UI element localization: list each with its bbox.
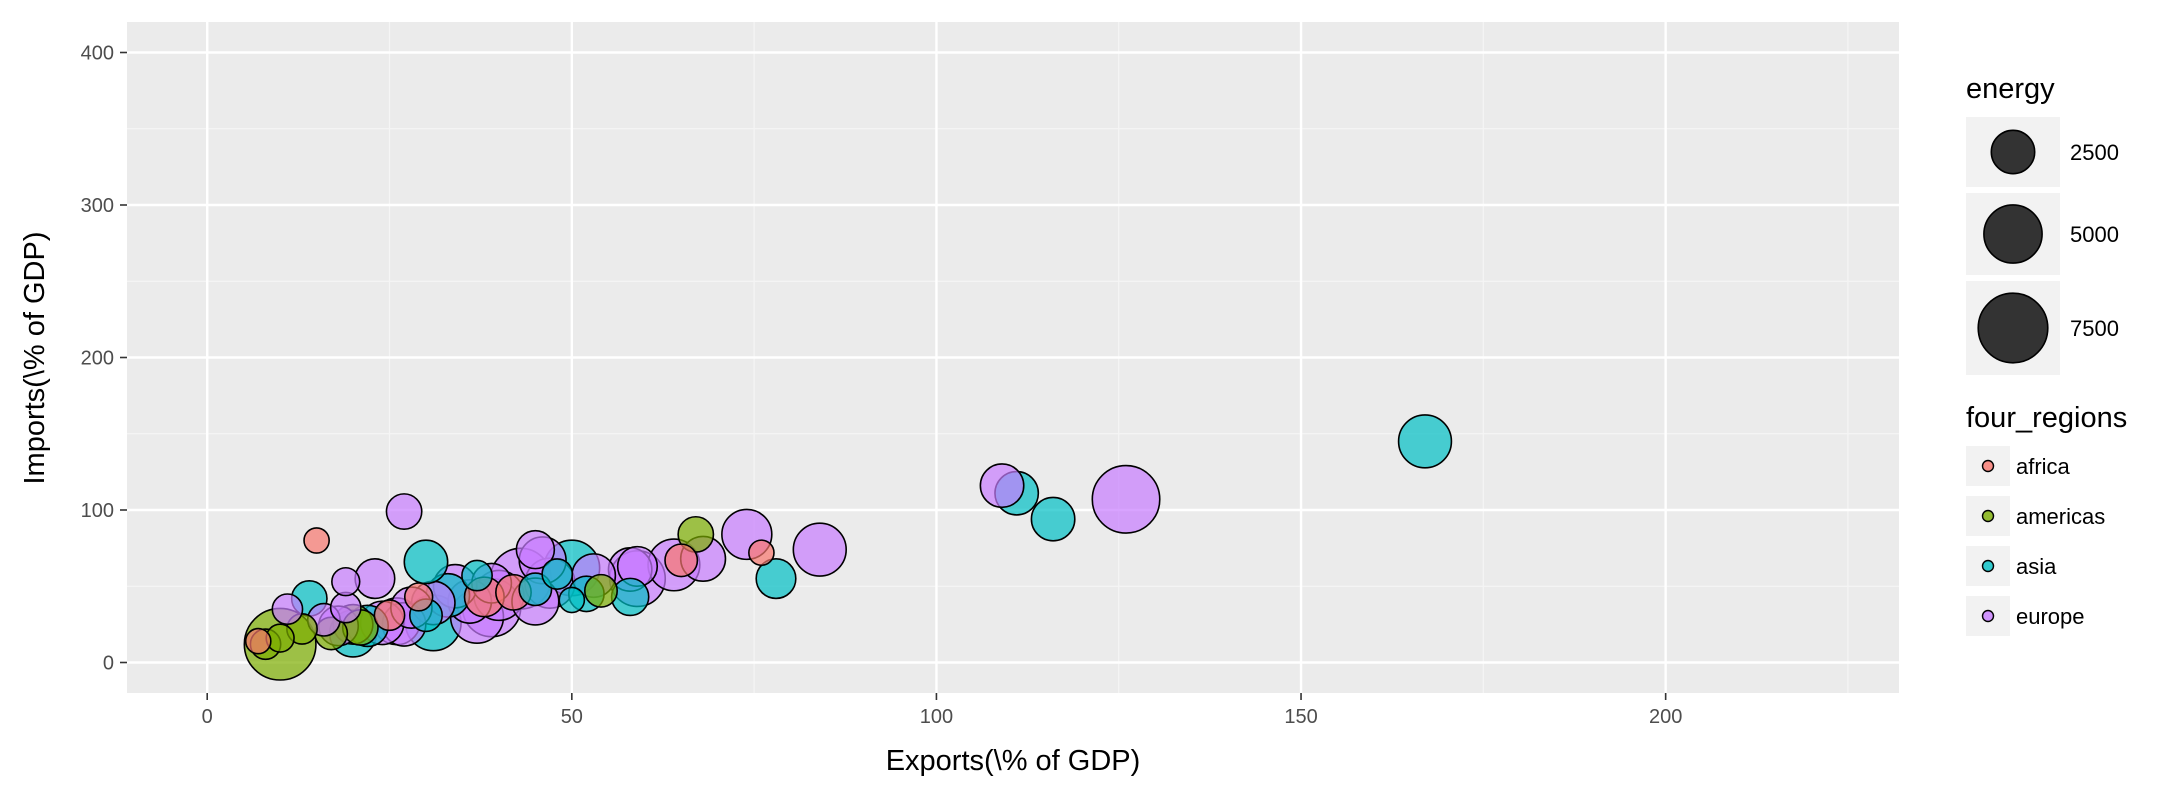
color-legend-label: americas [2016, 504, 2105, 529]
data-point-asia [558, 586, 586, 614]
size-legend-label: 5000 [2070, 222, 2119, 247]
color-legend: four_regions africa americas asia europe [1966, 402, 2127, 636]
size-legend-label: 2500 [2070, 140, 2119, 165]
data-point-europe [979, 463, 1025, 509]
y-tick-label: 200 [81, 348, 114, 370]
data-points [243, 414, 1453, 681]
color-legend-label: asia [2016, 554, 2057, 579]
data-point-asia [1030, 496, 1076, 542]
x-tick-label: 200 [1649, 706, 1682, 728]
data-point-europe [792, 522, 847, 577]
data-point-africa [664, 543, 699, 578]
color-legend-label: africa [2016, 454, 2071, 479]
data-point-asia [610, 577, 650, 617]
data-point-europe [331, 566, 361, 597]
data-point-europe [329, 591, 362, 624]
size-legend-label: 7500 [2070, 316, 2119, 341]
data-point-africa [303, 527, 330, 554]
x-tick-label: 0 [202, 706, 213, 728]
data-point-europe [385, 493, 423, 530]
size-legend-circle [1983, 204, 2043, 264]
data-point-asia [755, 558, 797, 600]
color-legend-label: europe [2016, 604, 2085, 629]
size-legend-circle [1990, 129, 2036, 175]
size-legend-circle [1977, 292, 2049, 364]
data-point-europe [515, 529, 556, 570]
color-legend-swatch [1981, 509, 1995, 523]
data-point-asia [541, 558, 574, 590]
data-point-africa [748, 539, 775, 567]
data-point-europe [354, 558, 396, 600]
x-tick-label: 100 [920, 706, 953, 728]
y-tick-label: 0 [103, 653, 114, 675]
size-legend-title: energy [1966, 73, 2055, 105]
y-tick-label: 300 [81, 195, 114, 217]
x-axis-title: Exports(\% of GDP) [886, 745, 1141, 777]
color-legend-swatch [1981, 609, 1995, 623]
size-legend: energy 2500 5000 7500 [1966, 73, 2119, 375]
data-point-africa [403, 582, 434, 612]
y-tick-label: 100 [81, 500, 114, 522]
color-legend-title: four_regions [1966, 402, 2127, 434]
data-point-europe [1091, 464, 1161, 534]
x-tick-label: 150 [1284, 706, 1317, 728]
data-point-africa [244, 627, 272, 655]
data-point-europe [271, 593, 304, 626]
x-tick-label: 50 [561, 706, 583, 728]
data-point-africa [373, 599, 406, 632]
data-point-asia [1397, 414, 1453, 469]
color-legend-swatch [1981, 459, 1995, 473]
axes: 0 50 100 150 200 0 100 200 300 400 [81, 43, 1683, 729]
data-point-asia [403, 539, 449, 585]
data-point-americas [583, 573, 618, 608]
y-axis-title: Imports(\% of GDP) [19, 232, 51, 485]
color-legend-swatch [1981, 559, 1995, 573]
y-tick-label: 400 [81, 43, 114, 65]
data-point-asia [461, 559, 493, 592]
